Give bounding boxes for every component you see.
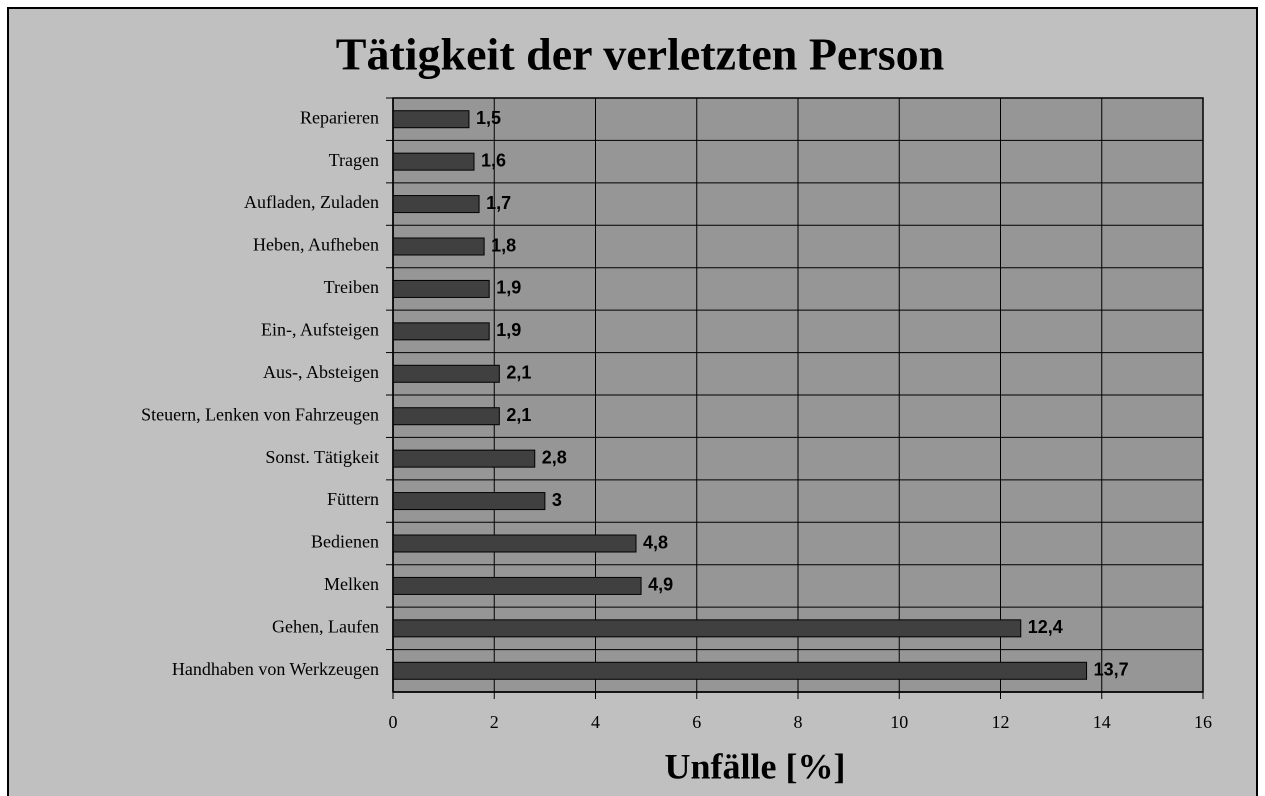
y-tick-label: Gehen, Laufen — [272, 616, 379, 636]
value-label: 2,1 — [506, 363, 531, 383]
x-tick-label: 14 — [1093, 712, 1111, 732]
bar — [392, 152, 475, 171]
x-axis-label: Unfälle [%] — [665, 746, 846, 786]
bar — [392, 534, 637, 553]
x-tick-label: 0 — [389, 712, 398, 732]
y-tick-label: Tragen — [329, 150, 379, 170]
value-label: 4,8 — [643, 532, 668, 552]
value-label: 2,8 — [542, 447, 567, 467]
bar — [392, 619, 1022, 638]
y-tick-label: Sonst. Tätigkeit — [265, 447, 379, 467]
value-label: 1,9 — [496, 320, 521, 340]
bar — [392, 322, 490, 341]
x-tick-label: 12 — [992, 712, 1010, 732]
bar — [392, 492, 546, 511]
y-tick-label: Aus-, Absteigen — [263, 362, 379, 382]
bar — [392, 237, 485, 256]
y-tick-label: Steuern, Lenken von Fahrzeugen — [141, 404, 379, 424]
value-label: 4,9 — [648, 575, 673, 595]
y-tick-label: Handhaben von Werkzeugen — [172, 659, 379, 679]
x-tick-label: 6 — [692, 712, 701, 732]
value-label: 1,9 — [496, 278, 521, 298]
bar — [392, 279, 490, 298]
value-label: 1,7 — [486, 193, 511, 213]
y-tick-label: Aufladen, Zuladen — [244, 192, 379, 212]
x-tick-label: 16 — [1194, 712, 1212, 732]
y-tick-label: Füttern — [327, 489, 379, 509]
bar — [392, 364, 500, 383]
x-tick-label: 2 — [490, 712, 499, 732]
value-label: 1,8 — [491, 235, 516, 255]
bar — [392, 449, 536, 468]
y-tick-label: Heben, Aufheben — [253, 235, 379, 255]
bar — [392, 661, 1088, 680]
value-label: 1,5 — [476, 108, 501, 128]
value-label: 13,7 — [1094, 660, 1129, 680]
y-tick-label: Treiben — [324, 277, 379, 297]
value-label: 12,4 — [1028, 617, 1063, 637]
y-tick-label: Melken — [324, 574, 379, 594]
value-label: 3 — [552, 490, 562, 510]
x-tick-label: 8 — [794, 712, 803, 732]
value-label: 2,1 — [506, 405, 531, 425]
x-tick-label: 10 — [890, 712, 908, 732]
bar — [392, 576, 642, 595]
chart-title: Tätigkeit der verletzten Person — [336, 29, 944, 80]
x-tick-label: 4 — [591, 712, 600, 732]
y-tick-label: Bedienen — [311, 532, 379, 552]
bar — [392, 195, 480, 214]
bar — [392, 407, 500, 426]
y-tick-label: Reparieren — [300, 107, 379, 127]
value-label: 1,6 — [481, 150, 506, 170]
y-tick-label: Ein-, Aufsteigen — [261, 319, 379, 339]
bar — [392, 110, 470, 129]
